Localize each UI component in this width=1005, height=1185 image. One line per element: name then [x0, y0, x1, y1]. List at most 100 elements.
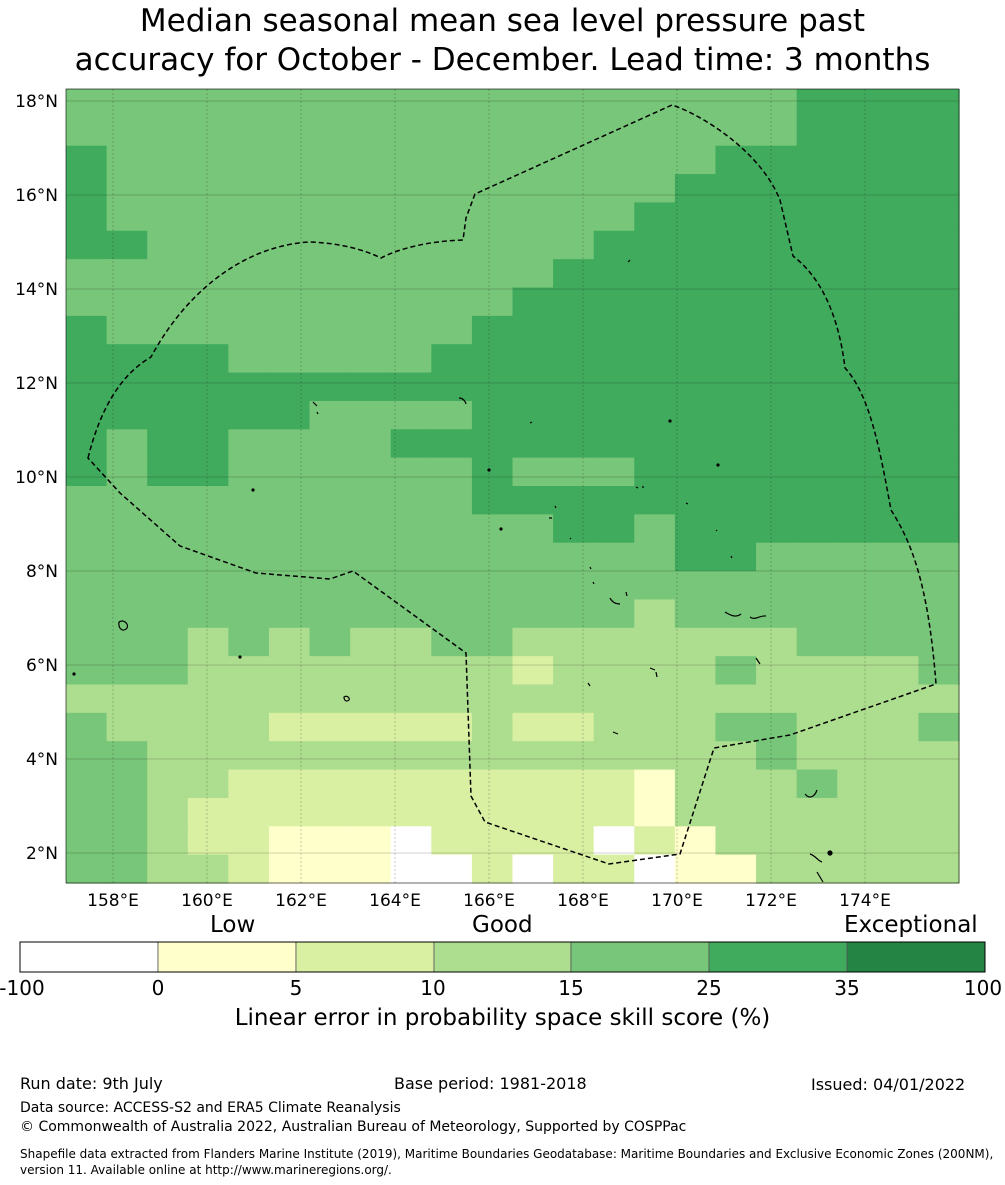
skill-cell — [674, 571, 717, 601]
skill-cell — [309, 741, 351, 771]
skill-cell — [796, 514, 838, 544]
skill-cell — [553, 826, 595, 856]
skill-cell — [431, 854, 473, 884]
skill-cell — [390, 230, 432, 260]
skill-cell — [106, 486, 148, 515]
skill-cell — [309, 457, 351, 487]
skill-cell — [390, 854, 432, 884]
skill-cell — [796, 344, 838, 374]
skill-cell — [309, 627, 351, 657]
skill-cell — [634, 145, 676, 175]
skill-cell — [268, 89, 311, 118]
skill-cell — [106, 684, 148, 714]
skill-cell — [390, 486, 432, 515]
skill-cell — [593, 429, 635, 459]
skill-cell — [918, 400, 960, 430]
skill-cell — [106, 514, 148, 544]
skill-cell — [431, 315, 473, 345]
skill-cell — [66, 457, 108, 487]
skill-cell — [390, 429, 432, 459]
colorbar-tick-label: -100 — [0, 976, 45, 1000]
skill-cell — [877, 344, 920, 374]
skill-cell — [756, 372, 798, 402]
skill-cell — [756, 287, 798, 317]
skill-cell — [553, 145, 595, 175]
skill-cell — [756, 656, 798, 686]
skill-cell — [756, 514, 798, 544]
skill-cell — [593, 542, 635, 572]
skill-cell — [634, 287, 676, 317]
skill-cell — [593, 741, 635, 771]
skill-cell — [309, 429, 351, 459]
skill-cell — [512, 400, 554, 430]
skill-cell — [634, 599, 676, 629]
skill-cell — [512, 542, 554, 572]
skill-cell — [106, 117, 148, 147]
colorbar-swatch — [708, 941, 848, 973]
skill-cell — [512, 117, 554, 147]
skill-cell — [147, 854, 189, 884]
skill-cell — [471, 230, 514, 260]
skill-cell — [471, 542, 514, 572]
longitude-label: 168°E — [557, 891, 609, 911]
colorbar-label-low: Low — [210, 912, 256, 938]
skill-cell — [756, 174, 798, 204]
skill-cell — [593, 627, 635, 657]
skill-cell — [350, 571, 392, 601]
skill-cell — [796, 486, 838, 515]
skill-cell — [593, 89, 635, 118]
longitude-label: 164°E — [369, 891, 421, 911]
issued-date: Issued: 04/01/2022 — [811, 1075, 966, 1094]
skill-cell — [553, 656, 595, 686]
skill-cell — [106, 400, 148, 430]
skill-cell — [796, 769, 838, 799]
skill-cell — [918, 797, 960, 827]
skill-cell — [593, 571, 635, 601]
skill-cell — [634, 174, 676, 204]
colorbar-label-exceptional: Exceptional — [844, 912, 978, 938]
skill-cell — [837, 542, 879, 572]
skill-cell — [877, 259, 920, 289]
skill-cell — [877, 627, 920, 657]
skill-cell — [66, 117, 108, 147]
skill-cell — [431, 741, 473, 771]
skill-cell — [471, 89, 514, 118]
skill-cell — [796, 571, 838, 601]
skill-grid — [66, 89, 960, 884]
skill-cell — [877, 684, 920, 714]
island-outline — [312, 259, 631, 424]
skill-cell — [471, 514, 514, 544]
skill-cell — [187, 457, 229, 487]
skill-cell — [553, 571, 595, 601]
skill-cell — [106, 89, 148, 118]
skill-cell — [471, 202, 514, 232]
skill-cell — [553, 315, 595, 345]
skill-cell — [147, 797, 189, 827]
skill-cell — [796, 89, 838, 118]
base-period: Base period: 1981-2018 — [394, 1074, 587, 1093]
longitude-label: 162°E — [275, 891, 327, 911]
skill-cell — [674, 117, 717, 147]
colorbar-tick-label: 0 — [151, 976, 165, 1000]
skill-cell — [837, 315, 879, 345]
skill-cell — [674, 400, 717, 430]
skill-cell — [390, 315, 432, 345]
skill-cell — [147, 486, 189, 515]
skill-cell — [431, 230, 473, 260]
skill-cell — [674, 797, 717, 827]
skill-cell — [187, 769, 229, 799]
colorbar — [19, 941, 986, 973]
skill-cell — [877, 315, 920, 345]
skill-cell — [756, 797, 798, 827]
skill-cell — [918, 826, 960, 856]
skill-cell — [553, 400, 595, 430]
skill-cell — [512, 627, 554, 657]
skill-cell — [228, 599, 270, 629]
skill-cell — [350, 145, 392, 175]
skill-cell — [431, 457, 473, 487]
skill-cell — [187, 797, 229, 827]
skill-cell — [309, 259, 351, 289]
skill-cell — [431, 486, 473, 515]
skill-cell — [877, 89, 920, 118]
skill-cell — [187, 627, 229, 657]
